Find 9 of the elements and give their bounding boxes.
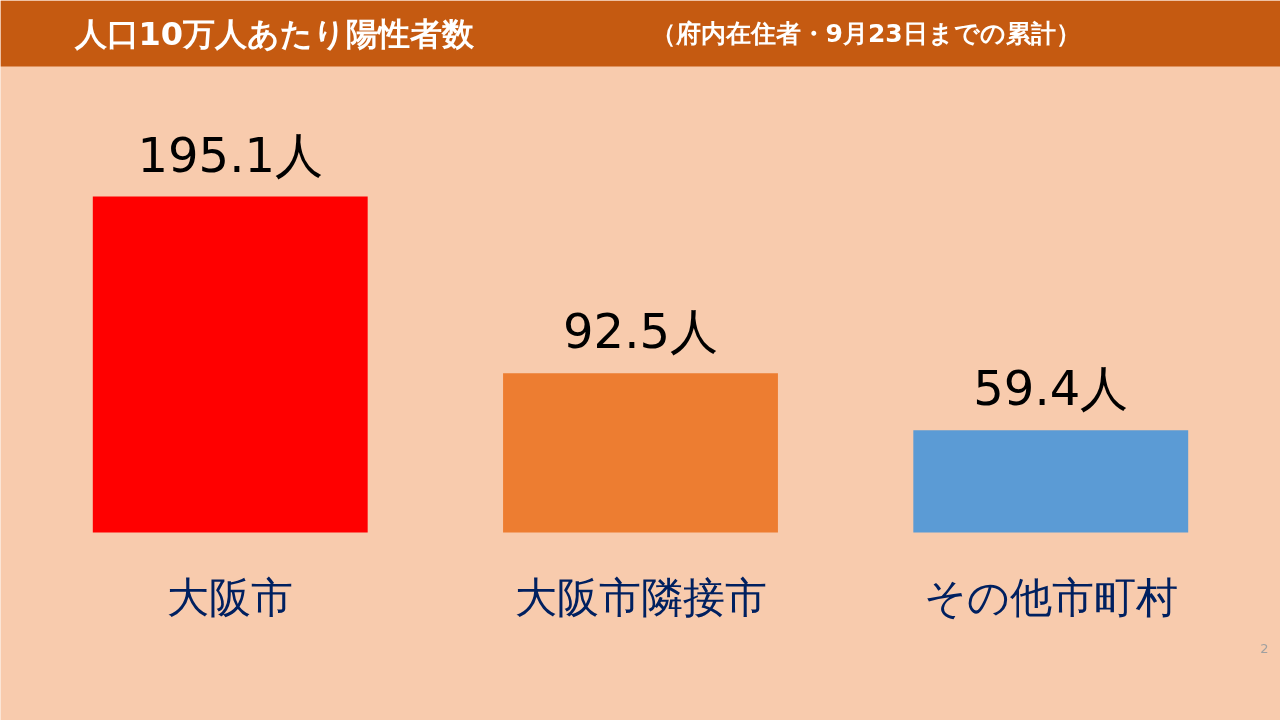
x-tick-label: 大阪市 [167, 572, 294, 622]
chart-subtitle: （府内在住者・9月23日までの累計） [650, 19, 1081, 48]
text: 2 [1260, 640, 1269, 656]
data-label: 92.5人 [563, 303, 718, 360]
x-tick-label: 大阪市隣接市 [514, 572, 767, 622]
data-label: 195.1人 [137, 126, 323, 183]
data-label: 59.4人 [973, 360, 1129, 417]
chart-title: 人口10万人あたり陽性者数 [73, 14, 476, 53]
x-tick-label: その他市町村 [923, 572, 1178, 622]
